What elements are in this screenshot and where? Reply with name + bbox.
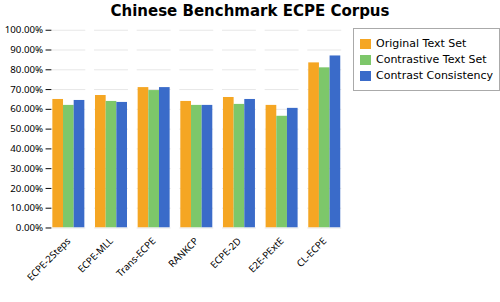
html-text:Contrast Consistency: Contrast Consistency	[376, 69, 493, 82]
html-text:Contrastive Text Set: Contrastive Text Set	[376, 53, 487, 66]
svg-text:ECPE-2D: ECPE-2D	[207, 235, 243, 271]
svg-text:40.00%: 40.00%	[10, 142, 43, 155]
svg-text:20.00%: 20.00%	[10, 182, 43, 195]
html-text:Chinese Benchmark ECPE Corpus: Chinese Benchmark ECPE Corpus	[110, 2, 390, 20]
svg-text:80.00%: 80.00%	[10, 63, 43, 76]
svg-text:ECPE-MLL: ECPE-MLL	[75, 235, 116, 276]
svg-text:E2E-PExtE: E2E-PExtE	[246, 235, 287, 276]
svg-text:30.00%: 30.00%	[10, 162, 43, 175]
svg-text:50.00%: 50.00%	[10, 122, 43, 135]
svg-text:100.00%: 100.00%	[5, 23, 43, 36]
svg-text:10.00%: 10.00%	[10, 201, 43, 214]
svg-text:RANKCP: RANKCP	[165, 234, 201, 270]
svg-text:0.00%: 0.00%	[16, 221, 43, 234]
svg-text:CL-ECPE: CL-ECPE	[294, 235, 329, 270]
svg-text:90.00%: 90.00%	[10, 43, 43, 56]
svg-text:ECPE-2Steps: ECPE-2Steps	[24, 234, 73, 283]
svg-text:60.00%: 60.00%	[10, 102, 43, 115]
svg-text:Trans-ECPE: Trans-ECPE	[113, 235, 158, 280]
html-text:Original Text Set: Original Text Set	[376, 37, 467, 50]
svg-text:70.00%: 70.00%	[10, 83, 43, 96]
